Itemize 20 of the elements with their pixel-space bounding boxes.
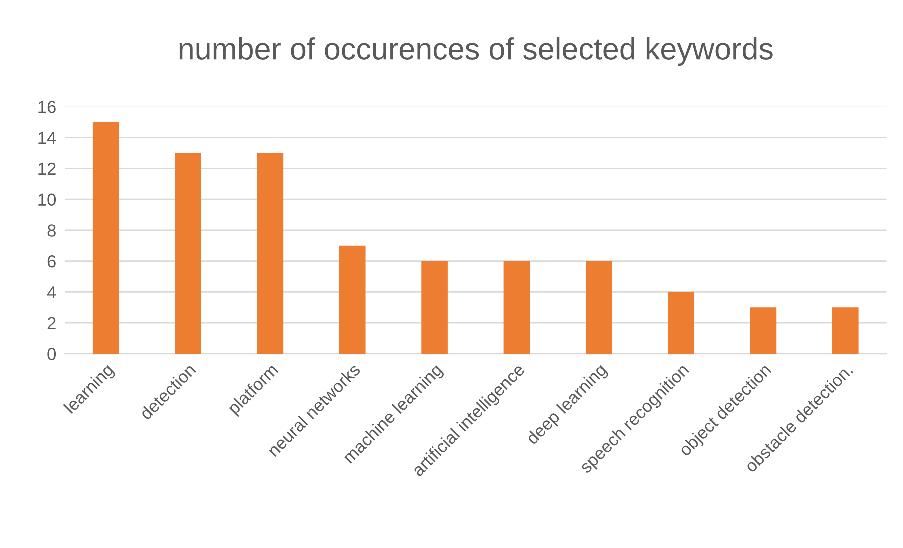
y-tick-label: 4 [47, 286, 56, 299]
y-tick-label: 12 [38, 162, 56, 175]
bar [586, 261, 612, 354]
bar [257, 153, 284, 354]
bar [339, 246, 366, 354]
bar [175, 153, 202, 354]
y-tick-label: 14 [38, 132, 56, 144]
y-tick-label: 8 [48, 224, 56, 237]
bar [504, 261, 530, 354]
y-tick-label: 10 [38, 194, 56, 206]
chart-title: number of occurences of selected keywords [180, 37, 773, 66]
bar [422, 261, 448, 354]
y-tick-label: 0 [48, 348, 56, 360]
bar [750, 308, 777, 354]
y-tick-label: 16 [38, 101, 56, 114]
y-tick-label: 2 [48, 317, 56, 330]
y-tick-label: 6 [48, 255, 56, 268]
bar [832, 308, 859, 354]
bar [92, 122, 120, 354]
bar [668, 292, 694, 354]
